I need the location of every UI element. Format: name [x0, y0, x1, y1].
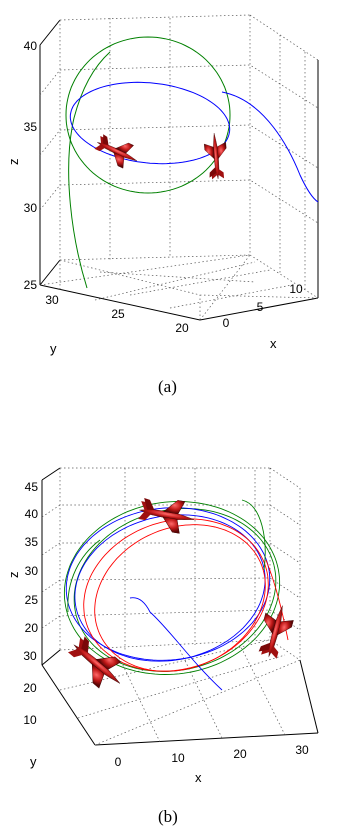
panel-b-series-green-loop-2 [73, 508, 277, 672]
panel-b-series-red-loop-2 [94, 524, 266, 672]
panel-b-series-red-tail [265, 559, 289, 641]
panel-b-left-wall [41, 467, 96, 746]
panel-a-aircraft-1 [91, 130, 143, 173]
panel-a-series-blue-approach [221, 91, 319, 203]
panel-a-base-grid [39, 254, 319, 321]
panel-b-ztick: 40 [25, 507, 39, 521]
panel-a-ztick: 40 [24, 39, 38, 53]
panel-b-ztick: 30 [25, 564, 39, 578]
panel-b-ytick: 30 [23, 649, 37, 663]
panel-b-grid [41, 468, 301, 746]
panel-b-zlabel: z [6, 572, 21, 579]
panel-b-ytick: 10 [23, 713, 37, 727]
panel-a-ytick: 20 [175, 321, 189, 335]
panel-b-xtick: 0 [115, 755, 122, 769]
panel-a-ytick: 25 [111, 307, 125, 321]
panel-b-base [41, 649, 319, 746]
panel-a-xtick: 0 [223, 316, 230, 330]
panel-b-ztick: 45 [25, 480, 39, 494]
panel-b-ztick: 20 [25, 621, 39, 635]
panel-a-base [39, 284, 319, 321]
panel-a-zlabel: z [6, 159, 21, 166]
panel-a-ztick: 35 [24, 120, 38, 134]
panel-a-xlabel: x [270, 336, 277, 351]
panel-a-curves [65, 36, 319, 289]
panel-b-series-blue-loop-2 [74, 514, 266, 662]
panel-b-series-green-tail [241, 499, 266, 571]
panel-a: 25 30 35 40 30 25 20 0 5 10 z y x (a) [6, 14, 319, 396]
panel-a-aircraft-2 [202, 131, 230, 181]
panel-a-left-wall [39, 19, 61, 286]
panel-b-caption: (b) [158, 807, 178, 826]
panel-b-ytick: 20 [23, 681, 37, 695]
panel-a-ytick: 30 [45, 293, 59, 307]
panel-b-xtick: 30 [295, 743, 309, 757]
panel-a-wall-grid [39, 18, 319, 290]
panel-a-back-edges [59, 14, 319, 299]
panel-b-series-green-approach [67, 539, 101, 613]
panel-a-xtick: 5 [257, 300, 264, 314]
panel-b-xtick: 10 [171, 751, 185, 765]
panel-b-curves [63, 499, 289, 691]
panel-b-series-blue-loop-1 [65, 507, 271, 661]
panel-b-series-green-loop-1 [63, 501, 281, 675]
panel-b-back-edges [59, 467, 301, 661]
panel-a-caption: (a) [158, 377, 177, 396]
panel-b-ztick: 25 [25, 593, 39, 607]
panel-b-xlabel: x [195, 770, 202, 785]
panel-b-ticks: 20 25 30 35 40 45 10 20 30 0 10 20 30 [23, 480, 309, 769]
panel-a-series-green-loop [65, 36, 231, 194]
panel-b-series-blue-spiral [129, 597, 223, 691]
panel-a-ylabel: y [50, 341, 57, 356]
panel-b-series-red-loop-1 [83, 518, 269, 672]
panel-b-xtick: 20 [233, 747, 247, 761]
panel-a-series-green-approach [68, 51, 111, 289]
panel-b-right-edge [299, 659, 319, 734]
panel-a-ztick: 25 [24, 278, 38, 292]
panel-b-ylabel: y [30, 754, 37, 769]
panel-a-ztick: 30 [24, 201, 38, 215]
panel-a-series-blue-loop [69, 81, 231, 165]
panel-b-ztick: 35 [25, 535, 39, 549]
panel-a-xtick: 10 [289, 282, 303, 296]
panel-a-ticks: 25 30 35 40 30 25 20 0 5 10 [24, 39, 303, 335]
panel-b: 20 25 30 35 40 45 10 20 30 0 10 20 30 z y x (b) [6, 467, 319, 826]
